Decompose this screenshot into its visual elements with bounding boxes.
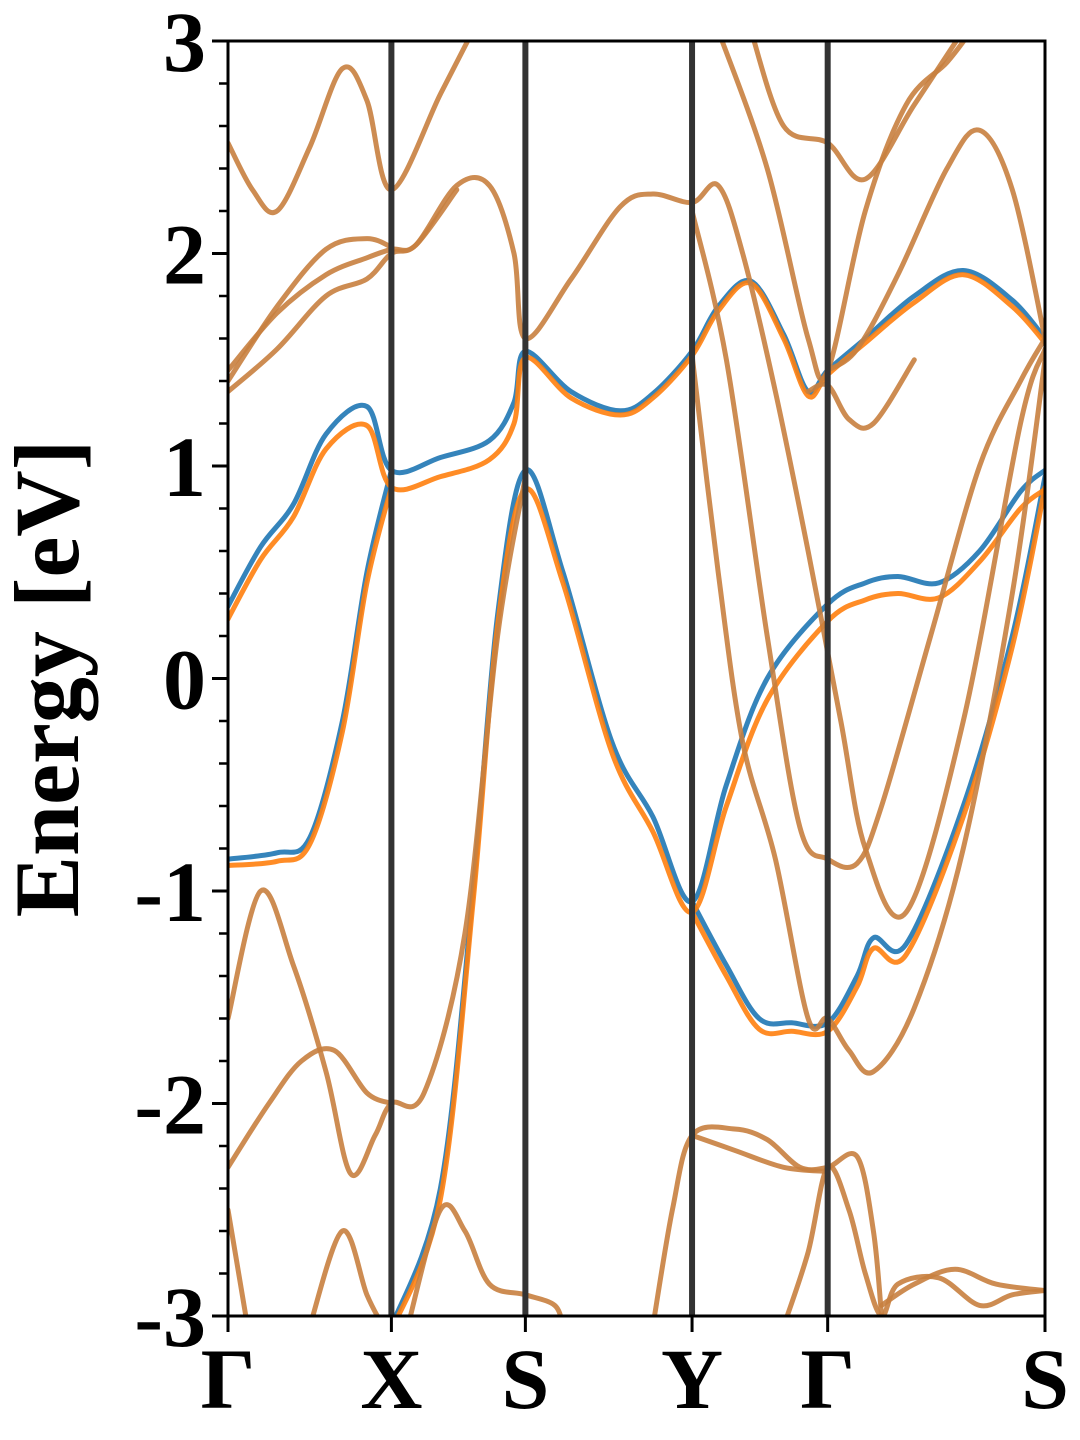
band-line-2-16 [751, 41, 960, 183]
band-line-2-10 [689, 1132, 831, 1174]
y-tick-label-1: -2 [134, 1057, 206, 1153]
kpoint-lines [388, 41, 831, 1316]
band-line-0-0 [228, 268, 1045, 609]
y-tick-label-0: -3 [134, 1269, 206, 1365]
band-line-2-15 [719, 41, 967, 382]
band-line-1-0 [228, 272, 1045, 622]
x-tick-label-0: Γ [201, 1331, 256, 1427]
band-line-2-8 [407, 1202, 564, 1316]
band-line-2-9 [651, 1124, 885, 1316]
band-line-0-2 [393, 467, 1045, 1316]
y-axis-label: Energy [eV] [0, 440, 98, 918]
x-tick-label-1: X [360, 1331, 422, 1427]
y-tick-label-6: 3 [163, 0, 206, 90]
band-line-2-3 [228, 236, 394, 384]
band-line-2-2 [228, 187, 460, 395]
band-line-2-11 [784, 1163, 1045, 1316]
band-line-2-14 [689, 208, 1045, 870]
band-line-0-1 [228, 467, 394, 862]
band-line-2-18 [805, 357, 917, 431]
band-line-2-4 [228, 474, 528, 1178]
band-line-0-3 [689, 474, 1045, 1029]
band-line-1-1 [228, 484, 394, 868]
band-line-1-2 [395, 486, 1045, 1316]
y-tick-label-3: 0 [163, 632, 206, 728]
band-line-1-3 [689, 484, 1045, 1038]
band-line-2-5 [228, 1046, 394, 1170]
y-tick-label-5: 2 [163, 207, 206, 303]
band-line-2-17 [825, 127, 1045, 373]
y-tick-label-4: 1 [163, 419, 206, 515]
y-tick-label-2: -1 [134, 844, 206, 940]
bands-layer [228, 41, 1045, 1316]
band-line-2-13 [689, 353, 1045, 1076]
band-line-2-6 [228, 1207, 249, 1316]
x-tick-label-2: S [501, 1331, 549, 1427]
x-tick-label-4: Γ [800, 1331, 855, 1427]
x-tick-label-5: S [1021, 1331, 1069, 1427]
band-line-2-12 [879, 1266, 1045, 1308]
y-axis-ticks: -3 -2 -1 0 1 2 3 [134, 0, 228, 1365]
band-line-2-0 [228, 41, 471, 216]
x-tick-label-3: Y [661, 1331, 723, 1427]
band-line-2-7 [310, 1228, 381, 1316]
